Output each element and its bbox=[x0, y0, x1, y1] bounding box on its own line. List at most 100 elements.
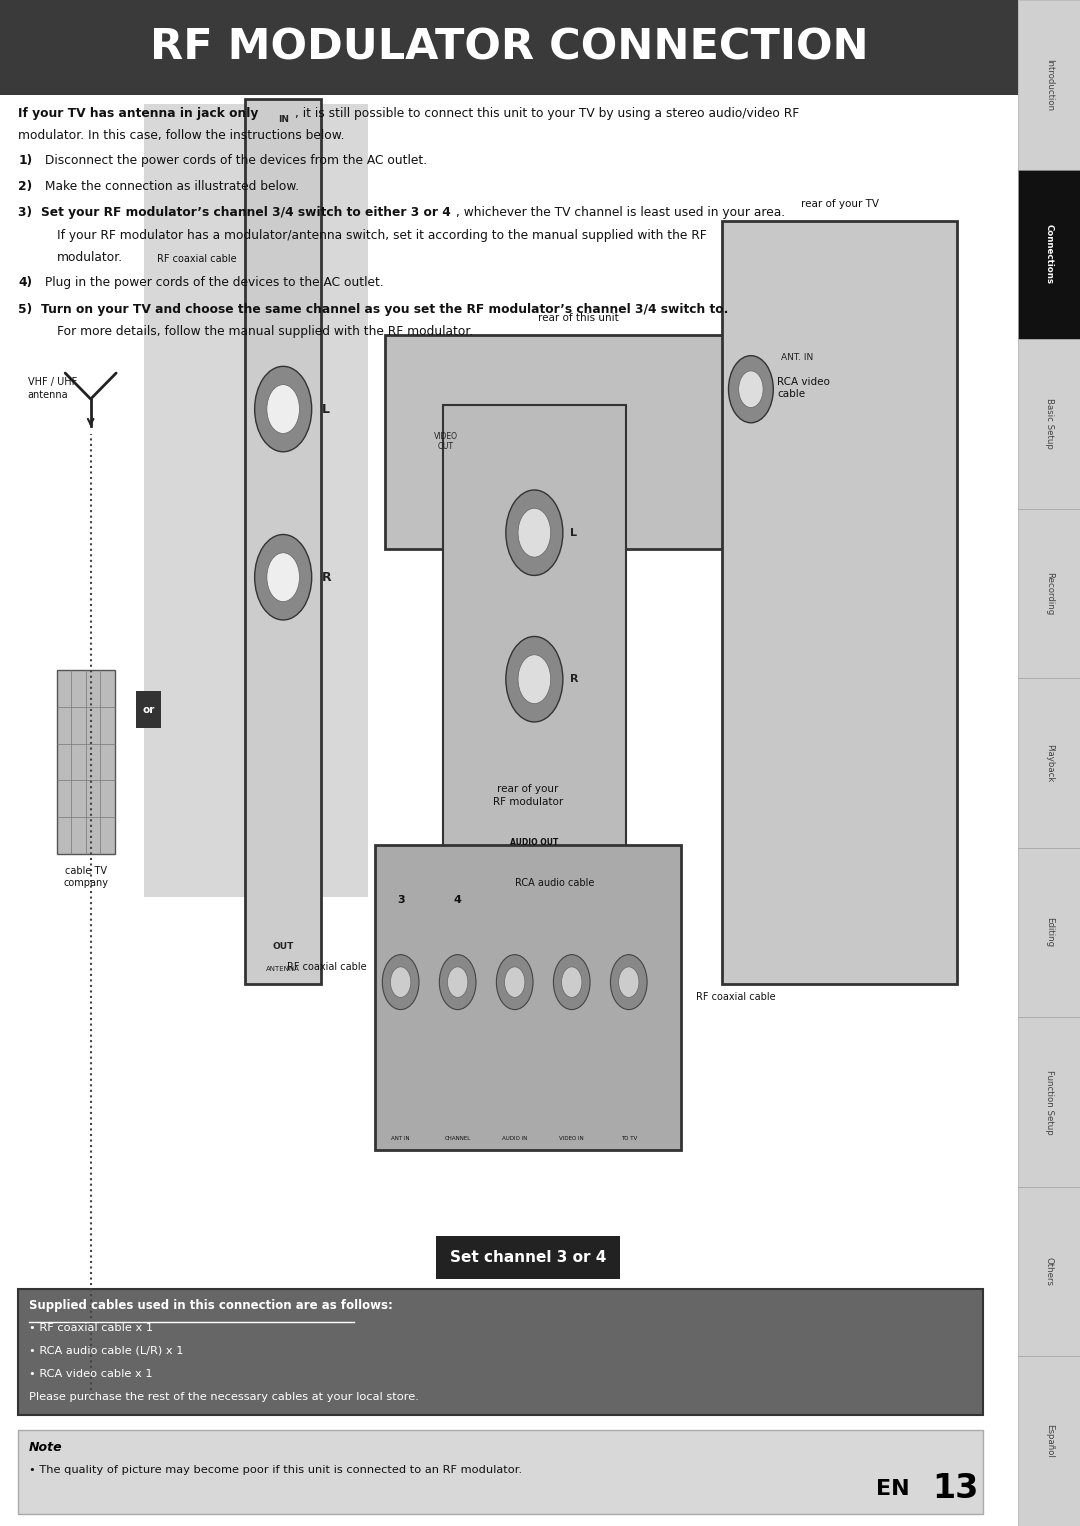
Text: Please purchase the rest of the necessary cables at your local store.: Please purchase the rest of the necessar… bbox=[28, 1392, 418, 1402]
Text: Introduction: Introduction bbox=[1044, 58, 1054, 111]
Circle shape bbox=[739, 371, 764, 407]
Text: L: L bbox=[570, 528, 577, 537]
Text: RCA audio cable: RCA audio cable bbox=[515, 877, 594, 888]
Text: , it is still possible to connect this unit to your TV by using a stereo audio/v: , it is still possible to connect this u… bbox=[295, 107, 799, 121]
Text: modulator.: modulator. bbox=[57, 250, 123, 264]
Bar bbox=[384, 334, 772, 548]
Circle shape bbox=[440, 955, 476, 1010]
Text: Make the connection as illustrated below.: Make the connection as illustrated below… bbox=[41, 180, 299, 192]
Bar bbox=[1018, 678, 1080, 848]
Circle shape bbox=[505, 636, 563, 722]
Text: EN: EN bbox=[876, 1479, 909, 1499]
Bar bbox=[245, 99, 322, 984]
Circle shape bbox=[518, 508, 551, 557]
Text: • RCA audio cable (L/R) x 1: • RCA audio cable (L/R) x 1 bbox=[28, 1346, 183, 1357]
Bar bbox=[723, 221, 957, 984]
Bar bbox=[1018, 508, 1080, 678]
Bar bbox=[1018, 1357, 1080, 1526]
Text: • RF coaxial cable x 1: • RF coaxial cable x 1 bbox=[28, 1323, 152, 1334]
Text: For more details, follow the manual supplied with the RF modulator.: For more details, follow the manual supp… bbox=[57, 325, 473, 337]
Text: Set your RF modulator’s channel 3/4 switch to either 3 or 4: Set your RF modulator’s channel 3/4 swit… bbox=[41, 206, 450, 220]
Bar bbox=[1018, 0, 1080, 169]
Text: Supplied cables used in this connection are as follows:: Supplied cables used in this connection … bbox=[28, 1299, 392, 1312]
Circle shape bbox=[505, 490, 563, 575]
Text: Others: Others bbox=[1044, 1257, 1054, 1286]
Text: 1): 1) bbox=[18, 154, 32, 168]
Text: L: L bbox=[322, 403, 329, 415]
Text: CHANNEL: CHANNEL bbox=[445, 1135, 471, 1141]
Circle shape bbox=[391, 967, 410, 998]
Text: Plug in the power cords of the devices to the AC outlet.: Plug in the power cords of the devices t… bbox=[41, 276, 383, 288]
Text: VIDEO
OUT: VIDEO OUT bbox=[434, 432, 458, 452]
Text: AUDIO IN: AUDIO IN bbox=[502, 1135, 527, 1141]
Text: RF MODULATOR CONNECTION: RF MODULATOR CONNECTION bbox=[150, 26, 868, 69]
Text: Español: Español bbox=[1044, 1424, 1054, 1459]
Circle shape bbox=[267, 552, 299, 601]
Circle shape bbox=[255, 534, 312, 620]
Circle shape bbox=[729, 356, 773, 423]
Text: 13: 13 bbox=[932, 1471, 978, 1505]
Text: ANT IN: ANT IN bbox=[391, 1135, 410, 1141]
Bar bbox=[1018, 169, 1080, 339]
Text: IN: IN bbox=[278, 114, 288, 124]
Text: 5): 5) bbox=[18, 302, 37, 316]
Bar bbox=[1018, 339, 1080, 508]
Bar bbox=[18, 1289, 983, 1415]
Bar bbox=[443, 404, 626, 862]
Text: R: R bbox=[322, 571, 332, 584]
Text: Turn on your TV and choose the same channel as you set the RF modulator’s channe: Turn on your TV and choose the same chan… bbox=[41, 302, 728, 316]
Text: RF coaxial cable: RF coaxial cable bbox=[158, 253, 237, 264]
Text: RF coaxial cable: RF coaxial cable bbox=[287, 961, 367, 972]
Bar bbox=[0, 0, 1018, 95]
Bar bbox=[18, 1430, 983, 1514]
Text: Basic Setup: Basic Setup bbox=[1044, 398, 1054, 449]
Text: AUDIO OUT: AUDIO OUT bbox=[510, 838, 558, 847]
Text: Note: Note bbox=[28, 1441, 63, 1454]
Text: rear of your
RF modulator: rear of your RF modulator bbox=[492, 784, 563, 807]
Circle shape bbox=[447, 967, 468, 998]
Text: 4: 4 bbox=[454, 894, 461, 905]
Text: Set channel 3 or 4: Set channel 3 or 4 bbox=[449, 1250, 606, 1265]
Bar bbox=[144, 104, 368, 897]
Circle shape bbox=[382, 955, 419, 1010]
Circle shape bbox=[255, 366, 312, 452]
Text: modulator. In this case, follow the instructions below.: modulator. In this case, follow the inst… bbox=[18, 130, 345, 142]
Text: 3: 3 bbox=[396, 894, 404, 905]
Bar bbox=[375, 845, 680, 1151]
Text: R: R bbox=[570, 674, 579, 684]
Circle shape bbox=[610, 955, 647, 1010]
Text: • RCA video cable x 1: • RCA video cable x 1 bbox=[28, 1369, 152, 1380]
Bar bbox=[436, 1236, 620, 1279]
Text: If your RF modulator has a modulator/antenna switch, set it according to the man: If your RF modulator has a modulator/ant… bbox=[57, 229, 706, 241]
Text: RF coaxial cable: RF coaxial cable bbox=[696, 992, 775, 1003]
Text: TO TV: TO TV bbox=[621, 1135, 637, 1141]
FancyBboxPatch shape bbox=[136, 691, 161, 728]
Text: rear of this unit: rear of this unit bbox=[538, 313, 619, 322]
Circle shape bbox=[553, 955, 590, 1010]
Circle shape bbox=[267, 385, 299, 433]
Text: Disconnect the power cords of the devices from the AC outlet.: Disconnect the power cords of the device… bbox=[41, 154, 427, 168]
Text: 2): 2) bbox=[18, 180, 32, 192]
Text: If your TV has antenna in jack only: If your TV has antenna in jack only bbox=[18, 107, 259, 121]
Text: , whichever the TV channel is least used in your area.: , whichever the TV channel is least used… bbox=[456, 206, 785, 220]
Circle shape bbox=[504, 967, 525, 998]
Text: ANTENNA: ANTENNA bbox=[267, 966, 300, 972]
Bar bbox=[18, 357, 983, 1228]
Text: RCA video
cable: RCA video cable bbox=[777, 377, 829, 400]
Text: Playback: Playback bbox=[1044, 743, 1054, 783]
Text: OUT: OUT bbox=[272, 942, 294, 951]
Text: Editing: Editing bbox=[1044, 917, 1054, 948]
Text: Recording: Recording bbox=[1044, 572, 1054, 615]
Bar bbox=[1018, 1187, 1080, 1357]
Text: VIDEO IN: VIDEO IN bbox=[559, 1135, 584, 1141]
Text: Function Setup: Function Setup bbox=[1044, 1070, 1054, 1134]
Text: VHF / UHF
antenna: VHF / UHF antenna bbox=[27, 377, 77, 400]
Circle shape bbox=[497, 955, 534, 1010]
Text: 4): 4) bbox=[18, 276, 32, 288]
Text: cable TV
company: cable TV company bbox=[64, 865, 108, 888]
Text: ANT. IN: ANT. IN bbox=[782, 353, 813, 362]
Text: • The quality of picture may become poor if this unit is connected to an RF modu: • The quality of picture may become poor… bbox=[28, 1465, 522, 1476]
Bar bbox=[57, 670, 114, 853]
Text: 3): 3) bbox=[18, 206, 37, 220]
Bar bbox=[1018, 848, 1080, 1018]
